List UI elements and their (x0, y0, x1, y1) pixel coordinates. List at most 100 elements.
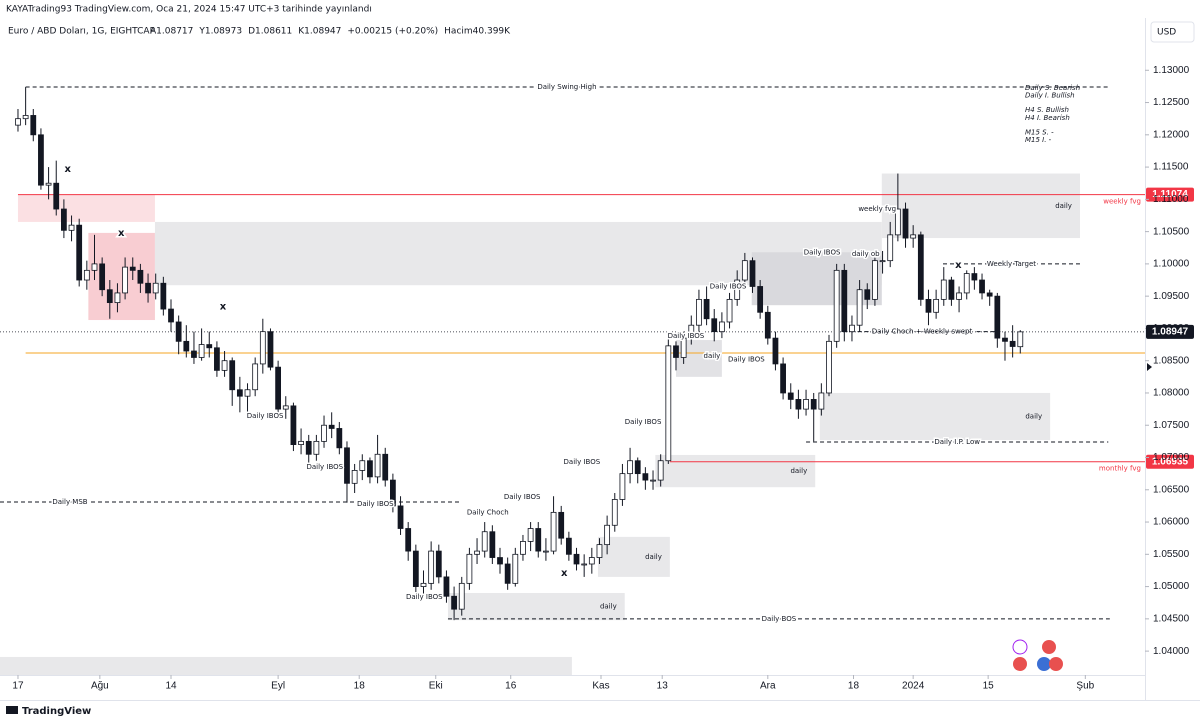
candle-body (596, 544, 603, 558)
quote-value: D1.08611 (248, 27, 292, 37)
candle-body (198, 344, 205, 358)
level-label: Daily Choch + Weekly swept (872, 328, 973, 336)
candle-body (726, 298, 733, 323)
level-label: weekly fvg (1103, 198, 1141, 206)
annotation: daily (704, 352, 721, 360)
candle-body (1017, 331, 1024, 348)
candle-body (206, 344, 213, 349)
x-tick-label: Eki (429, 681, 443, 692)
candle-body (152, 282, 159, 294)
candle-body (665, 345, 672, 462)
candle-body (267, 331, 274, 368)
level-label: Daily I.P. Low (934, 438, 980, 446)
candle-body (627, 460, 633, 475)
annotation: Daily IBOS (504, 493, 541, 501)
candle-body (879, 260, 886, 263)
candle-body (558, 511, 565, 539)
y-tick-label: 1.09500 (1153, 291, 1190, 302)
candle-body (336, 428, 343, 449)
candle-body (764, 311, 771, 339)
currency-button[interactable] (1150, 21, 1195, 43)
level-label: Daily MSB (52, 498, 87, 506)
candle-body (374, 453, 381, 478)
candle-body (236, 389, 243, 397)
logo (6, 706, 18, 714)
candle-body (83, 269, 90, 281)
candle-body (91, 263, 98, 271)
zone-label: daily (1025, 413, 1042, 421)
zone (881, 173, 1080, 239)
candle-body (321, 424, 327, 442)
candle-body (749, 260, 756, 287)
y-tick-label: 1.06500 (1153, 484, 1190, 495)
candle-body (53, 182, 60, 210)
symbol: Euro / ABD Doları, 1G, EIGHTCAP (8, 27, 156, 37)
zone (17, 194, 155, 222)
candle-body (512, 553, 519, 584)
annotation: x (220, 301, 227, 312)
candle-body (160, 282, 167, 310)
candle-body (741, 260, 748, 281)
y-tick-label: 1.04500 (1153, 613, 1190, 624)
candle-body (137, 269, 144, 284)
level-label: Daily Swing High (537, 83, 596, 91)
candle-body (99, 263, 106, 291)
candle-body (940, 279, 947, 300)
candle-body (673, 345, 679, 358)
level-label: Daily BOS (762, 615, 797, 623)
status-note: M15 I. - (1025, 136, 1052, 144)
candle-body (168, 308, 174, 323)
candle-body (76, 224, 83, 281)
zone-label: daily (1055, 202, 1072, 210)
annotation: Daily IBOS (406, 593, 443, 601)
zone-label: daily (645, 553, 662, 561)
candle-body (872, 260, 878, 300)
annotation: weekly fvg (858, 205, 896, 213)
candle-body (933, 298, 940, 313)
brand: TradingView (22, 706, 91, 717)
candle-body (634, 460, 641, 475)
scroll-marker[interactable] (1147, 363, 1152, 371)
icon (1049, 657, 1063, 671)
candle-body (114, 292, 121, 304)
zone (88, 232, 155, 321)
candle-body (1002, 337, 1008, 342)
status-note: Daily I. Bullish (1025, 92, 1075, 100)
candle-body (619, 473, 626, 500)
candle-body (902, 208, 909, 239)
x-tick-label: 15 (983, 681, 995, 692)
level-label: Weekly Target (987, 260, 1036, 268)
y-tick-label: 1.05500 (1153, 549, 1190, 560)
price-tag (1146, 454, 1194, 469)
y-tick-label: 1.11000 (1153, 194, 1189, 205)
candle-body (925, 298, 932, 313)
candle-body (887, 234, 894, 262)
candle-body (772, 337, 779, 365)
candle-body (390, 479, 396, 507)
candle-body (229, 360, 236, 391)
zone (447, 593, 625, 621)
status-note: Daily S. Bearish (1025, 84, 1080, 92)
y-tick-label: 1.05000 (1153, 581, 1190, 592)
candle-body (833, 269, 840, 342)
annotation: Daily IBOS (357, 500, 394, 508)
candle-body (696, 298, 702, 326)
candle-body (443, 576, 450, 597)
icon (1037, 657, 1051, 671)
candle-body (849, 324, 855, 333)
candle-body (435, 550, 442, 578)
annotation: x (561, 568, 568, 579)
candle-body (581, 563, 588, 566)
price-tag-label: 1.11074 (1152, 189, 1188, 200)
icons (1012, 639, 1063, 671)
y-tick-label: 1.12500 (1153, 97, 1190, 108)
candle-body (780, 363, 786, 394)
currency[interactable]: USD (1157, 28, 1176, 38)
candle-body (604, 524, 611, 546)
candle-body (122, 266, 128, 294)
annotation: Daily IBOS (306, 463, 343, 471)
candle-body (61, 208, 67, 231)
annotation: Daily IBOS (625, 418, 662, 426)
